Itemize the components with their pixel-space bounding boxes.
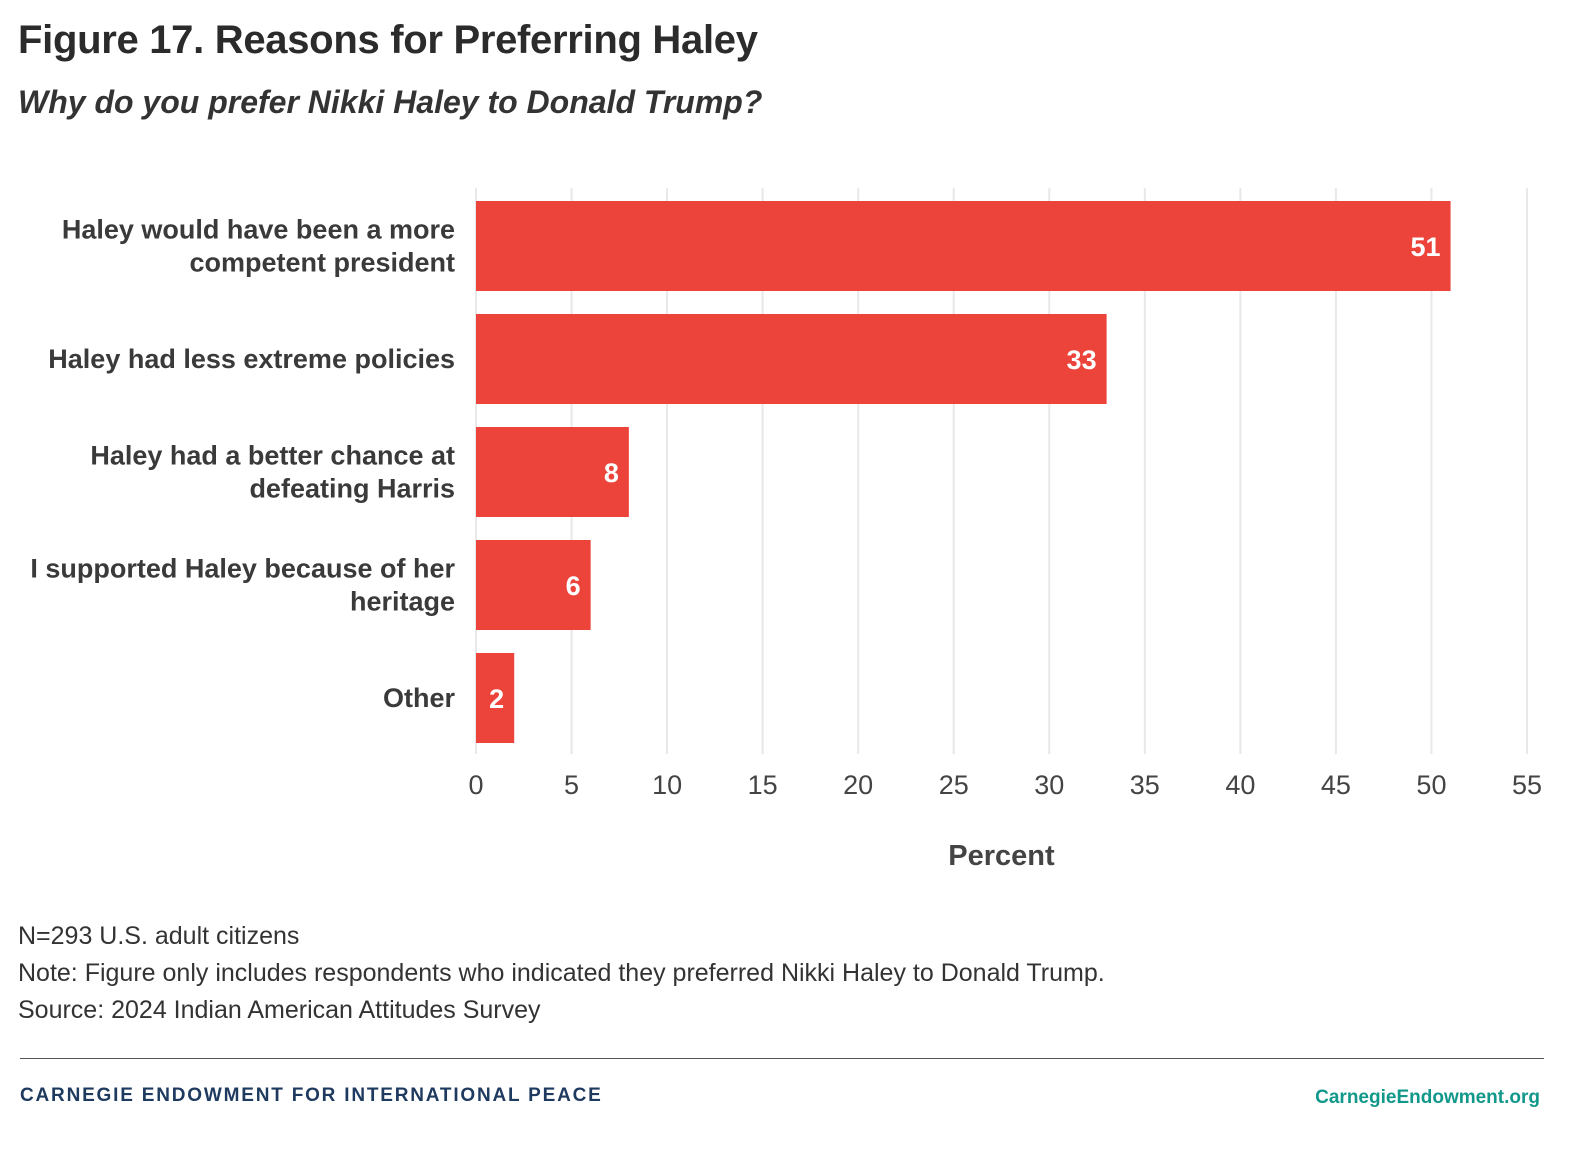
category-label: Other <box>383 683 456 713</box>
category-label-line: I supported Haley because of her <box>30 554 455 584</box>
x-tick-label: 15 <box>748 770 778 800</box>
category-label-line: Haley had less extreme policies <box>48 344 455 374</box>
x-axis-title: Percent <box>948 840 1055 872</box>
bar <box>476 314 1107 404</box>
x-tick-label: 20 <box>843 770 873 800</box>
website-link[interactable]: CarnegieEndowment.org <box>1315 1087 1540 1108</box>
category-label: I supported Haley because of her heritage <box>30 554 455 617</box>
x-tick-label: 35 <box>1130 770 1160 800</box>
x-tick-label: 30 <box>1034 770 1064 800</box>
bar-value-label: 33 <box>1067 345 1097 375</box>
x-tick-label: 0 <box>468 770 483 800</box>
x-tick-label: 55 <box>1512 770 1542 800</box>
x-tick-label: 25 <box>939 770 969 800</box>
source-note: Source: 2024 Indian American Attitudes S… <box>18 996 541 1024</box>
x-tick-label: 5 <box>564 770 579 800</box>
figure-note: Note: Figure only includes respondents w… <box>18 959 1105 987</box>
x-tick-label: 10 <box>652 770 682 800</box>
category-label-line: Haley would have been a more <box>62 215 455 245</box>
bar <box>476 201 1451 291</box>
bar <box>476 540 591 630</box>
category-label-line: defeating Harris <box>249 474 455 504</box>
bar <box>476 427 629 517</box>
footer-divider <box>20 1058 1544 1059</box>
bar-chart: 0 5 10 15 20 25 30 35 40 45 50 55 51 Haley would have… <box>30 188 1542 872</box>
bar-value-label: 8 <box>604 458 619 488</box>
category-label: Haley had less extreme policies <box>48 344 455 374</box>
chart-subtitle: Why do you prefer Nikki Haley to Donald … <box>18 84 763 120</box>
bar <box>476 653 515 743</box>
bar-value-label: 51 <box>1411 232 1441 262</box>
chart-notes: N=293 U.S. adult citizens Note: Figure o… <box>18 918 1105 1029</box>
category-label-line: Haley had a better chance at <box>90 441 455 471</box>
category-label-line: Other <box>383 683 456 713</box>
chart-title: Figure 17. Reasons for Preferring Haley <box>18 18 758 62</box>
x-tick-label: 45 <box>1321 770 1351 800</box>
category-label-line: heritage <box>350 587 455 617</box>
bar-value-label: 6 <box>566 571 581 601</box>
bar-value-label: 2 <box>489 684 504 714</box>
x-tick-label: 50 <box>1416 770 1446 800</box>
sample-note: N=293 U.S. adult citizens <box>18 922 300 950</box>
x-tick-label: 40 <box>1225 770 1255 800</box>
category-label-line: competent president <box>189 248 455 278</box>
organization-name: CARNEGIE ENDOWMENT FOR INTERNATIONAL PEA… <box>20 1085 603 1106</box>
category-label: Haley had a better chance at defeating Ha… <box>90 441 455 504</box>
category-label: Haley would have been a more competent pr… <box>62 215 455 278</box>
